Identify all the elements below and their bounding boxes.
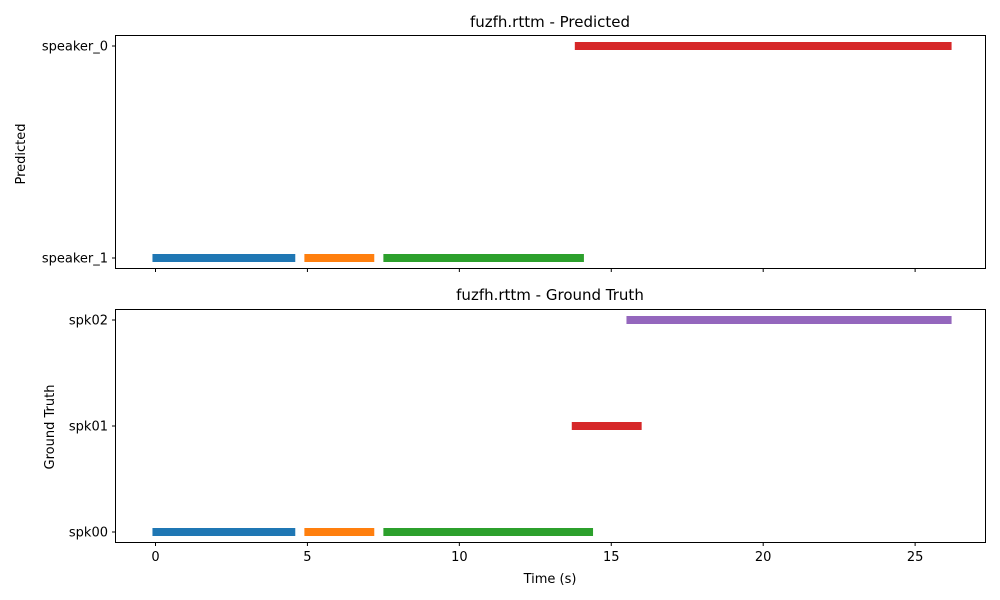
segment-spk00-0: [152, 528, 296, 536]
ground-truth-xticks: 0 5 10 15 20 25: [151, 542, 923, 565]
ground-truth-ylabel: Ground Truth: [43, 385, 58, 470]
predicted-panel: fuzfh.rttm - Predicted Predicted speaker…: [14, 13, 986, 272]
ytick-label-spk01: spk01: [69, 420, 108, 435]
xtick-label-0: 0: [151, 550, 159, 565]
segment-speaker_1-2: [383, 254, 584, 262]
segment-spk00-2: [383, 528, 594, 536]
predicted-yticks: speaker_1 speaker_0: [42, 40, 116, 267]
ground-truth-plot-frame: [115, 309, 986, 543]
predicted-title: fuzfh.rttm - Predicted: [470, 13, 630, 31]
ground-truth-yticks: spk00 spk01 spk02: [69, 314, 116, 541]
xtick-label-20: 20: [755, 550, 772, 565]
segment-spk01-3: [571, 422, 642, 430]
ground-truth-title: fuzfh.rttm - Ground Truth: [456, 286, 644, 304]
segment-speaker_1-0: [152, 254, 296, 262]
segment-speaker_0-3: [574, 42, 952, 50]
ytick-label-speaker_0: speaker_0: [42, 40, 108, 55]
xtick-label-10: 10: [451, 550, 468, 565]
ground-truth-marks: [152, 316, 952, 536]
predicted-ylabel: Predicted: [14, 123, 29, 184]
segment-spk02-4: [626, 316, 952, 324]
ground-truth-panel: fuzfh.rttm - Ground Truth Ground Truth s…: [43, 286, 986, 587]
segment-spk00-1: [304, 528, 375, 536]
ytick-label-speaker_1: speaker_1: [42, 252, 108, 267]
segment-speaker_1-1: [304, 254, 375, 262]
xtick-label-15: 15: [603, 550, 620, 565]
predicted-marks: [152, 42, 952, 262]
predicted-plot-frame: [115, 35, 986, 269]
ytick-label-spk00: spk00: [69, 526, 108, 541]
ytick-label-spk02: spk02: [69, 314, 108, 329]
xtick-label-25: 25: [907, 550, 924, 565]
xtick-label-5: 5: [303, 550, 311, 565]
ground-truth-xlabel: Time (s): [523, 572, 577, 587]
